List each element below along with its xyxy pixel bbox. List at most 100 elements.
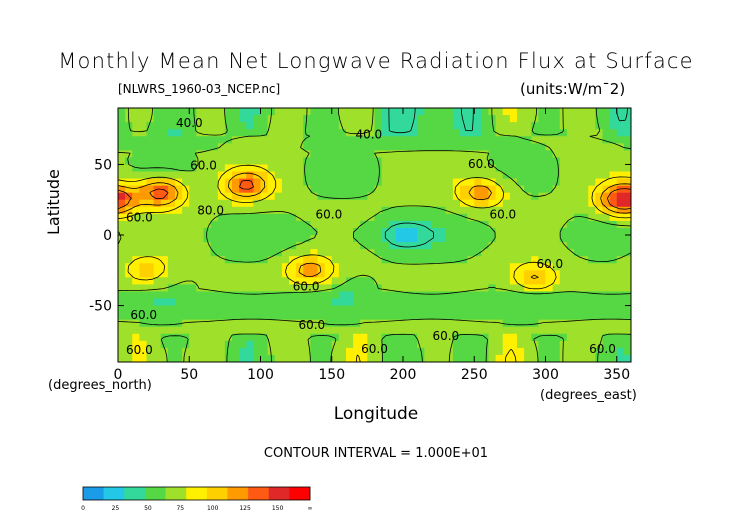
heatmap-cell [324, 277, 333, 285]
heatmap-cell [602, 354, 611, 362]
heatmap-cell [381, 354, 390, 362]
heatmap-cell [538, 270, 547, 278]
heatmap-cell [239, 291, 247, 300]
heatmap-cell [160, 291, 169, 300]
heatmap-cell [167, 115, 176, 123]
heatmap-cell [438, 213, 447, 222]
heatmap-cell [502, 277, 511, 285]
heatmap-cell [267, 319, 276, 328]
heatmap-cell [538, 333, 547, 342]
heatmap-cell [196, 199, 205, 208]
heatmap-cell [395, 115, 404, 123]
heatmap-cell [239, 206, 247, 215]
heatmap-cell [552, 178, 561, 187]
heatmap-cell [360, 108, 368, 116]
heatmap-cell [346, 291, 354, 300]
heatmap-cell [595, 122, 604, 130]
heatmap-cell [182, 164, 190, 173]
heatmap-cell [260, 206, 269, 215]
heatmap-cell [353, 108, 361, 116]
heatmap-cell [531, 263, 539, 271]
heatmap-cell [296, 185, 304, 194]
heatmap-cell [217, 242, 226, 250]
heatmap-cell [410, 298, 418, 307]
heatmap-cell [296, 199, 304, 208]
heatmap-cell [559, 249, 568, 257]
heatmap-cell [588, 164, 596, 173]
heatmap-cell [595, 256, 604, 264]
heatmap-cell [182, 129, 190, 137]
contour-label: 60.0 [316, 208, 343, 222]
heatmap-cell [331, 326, 340, 335]
heatmap-cell [196, 291, 205, 300]
heatmap-cell [495, 115, 504, 123]
heatmap-cell [303, 340, 311, 349]
heatmap-cell [410, 199, 418, 208]
heatmap-cell [488, 249, 497, 257]
heatmap-cell [239, 157, 247, 166]
heatmap-cell [460, 122, 468, 130]
heatmap-cell [182, 263, 190, 271]
heatmap-cell [317, 333, 326, 342]
heatmap-cell [595, 108, 604, 116]
heatmap-cell [139, 171, 148, 180]
heatmap-cell [281, 263, 290, 271]
heatmap-cell [210, 122, 219, 130]
heatmap-cell [545, 333, 554, 342]
heatmap-cell [431, 143, 440, 151]
heatmap-cell [524, 108, 532, 116]
heatmap-cell [303, 319, 311, 328]
heatmap-cell [281, 143, 290, 151]
heatmap-cell [289, 122, 297, 130]
heatmap-cell [274, 213, 283, 222]
heatmap-cell [566, 354, 575, 362]
heatmap-cell [481, 242, 490, 250]
heatmap-cell [324, 326, 333, 335]
heatmap-cell [395, 312, 404, 321]
heatmap-cell [524, 242, 532, 250]
heatmap-cell [581, 136, 589, 144]
heatmap-cell [595, 150, 604, 158]
heatmap-cell [452, 270, 461, 278]
heatmap-cell [139, 115, 148, 123]
heatmap-cell [395, 185, 404, 194]
heatmap-cell [609, 171, 618, 180]
heatmap-cell [182, 143, 190, 151]
heatmap-cell [474, 185, 482, 194]
heatmap-cell [260, 326, 269, 335]
heatmap-cell [609, 340, 618, 349]
heatmap-cell [303, 227, 311, 236]
heatmap-cell [410, 326, 418, 335]
heatmap-cell [175, 256, 183, 264]
heatmap-cell [609, 298, 618, 307]
heatmap-cell [460, 347, 468, 356]
heatmap-cell [609, 277, 618, 285]
heatmap-cell [531, 242, 539, 250]
heatmap-cell [232, 122, 240, 130]
heatmap-cell [588, 305, 596, 314]
heatmap-cell [338, 199, 347, 208]
heatmap-cell [310, 305, 319, 314]
heatmap-cell [267, 143, 276, 151]
heatmap-cell [417, 185, 425, 194]
heatmap-cell [616, 136, 625, 144]
heatmap-cell [367, 157, 376, 166]
heatmap-cell [153, 347, 162, 356]
heatmap-cell [424, 340, 433, 349]
heatmap-cell [552, 277, 561, 285]
heatmap-cell [481, 340, 490, 349]
heatmap-cell [310, 263, 319, 271]
heatmap-cell [623, 242, 631, 250]
heatmap-cell [574, 206, 582, 215]
heatmap-cell [395, 284, 404, 293]
heatmap-cell [438, 206, 447, 215]
heatmap-cell [595, 199, 604, 208]
heatmap-cell [267, 340, 276, 349]
heatmap-cell [239, 171, 247, 180]
heatmap-cell [303, 199, 311, 208]
heatmap-cell [559, 277, 568, 285]
heatmap-cell [160, 227, 169, 236]
heatmap-cell [189, 326, 197, 335]
heatmap-cell [374, 270, 383, 278]
heatmap-cell [545, 150, 554, 158]
